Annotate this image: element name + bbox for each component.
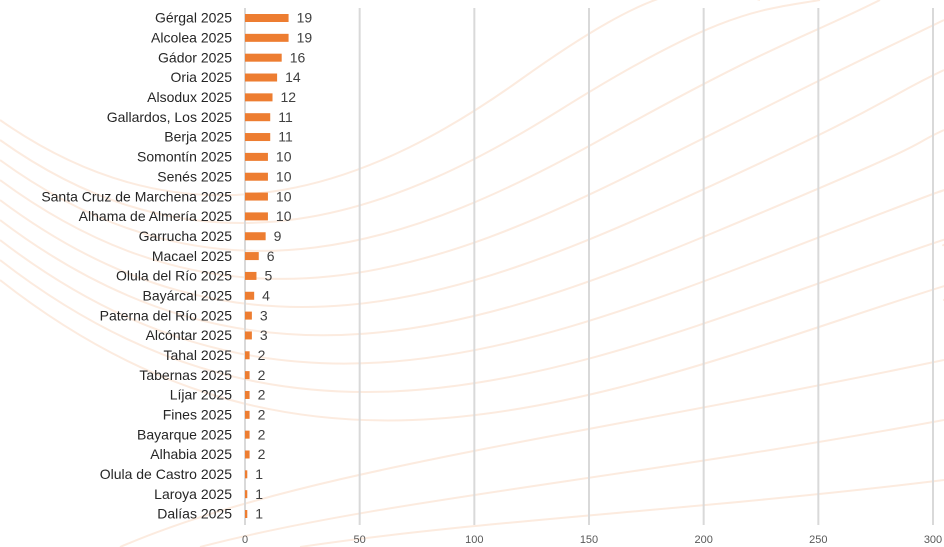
bar bbox=[245, 232, 266, 241]
y-tick-label: Alhabia 2025 bbox=[150, 446, 232, 462]
y-tick-label: Olula de Castro 2025 bbox=[100, 466, 233, 482]
y-tick-label: Santa Cruz de Marchena 2025 bbox=[41, 188, 232, 204]
data-label: 19 bbox=[297, 30, 313, 46]
x-tick-label: 150 bbox=[580, 534, 598, 546]
bar bbox=[245, 470, 248, 479]
data-label: 19 bbox=[297, 10, 313, 26]
y-tick-label: Gádor 2025 bbox=[158, 49, 232, 65]
bar bbox=[245, 351, 250, 360]
bar bbox=[245, 192, 268, 201]
bar bbox=[245, 73, 278, 82]
y-tick-label: Laroya 2025 bbox=[154, 486, 232, 502]
y-tick-label: Alsodux 2025 bbox=[147, 89, 232, 105]
bar bbox=[245, 252, 259, 261]
y-tick-label: Líjar 2025 bbox=[170, 387, 232, 403]
data-label: 2 bbox=[258, 387, 266, 403]
bar bbox=[245, 53, 282, 62]
x-tick-label: 200 bbox=[694, 534, 712, 546]
y-tick-label: Alcolea 2025 bbox=[151, 30, 232, 46]
data-label: 2 bbox=[258, 426, 266, 442]
bar bbox=[245, 113, 271, 122]
bar bbox=[245, 212, 268, 221]
bar bbox=[245, 311, 252, 320]
data-label: 10 bbox=[276, 208, 292, 224]
y-tick-label: Senés 2025 bbox=[157, 168, 232, 184]
bar bbox=[245, 331, 252, 340]
bar bbox=[245, 390, 250, 399]
bar bbox=[245, 14, 289, 22]
y-tick-label: Gallardos, Los 2025 bbox=[107, 109, 233, 125]
data-label: 1 bbox=[255, 506, 263, 522]
y-tick-label: Gérgal 2025 bbox=[155, 10, 232, 26]
y-tick-label: Oria 2025 bbox=[171, 69, 233, 85]
y-tick-label: Tahal 2025 bbox=[163, 347, 232, 363]
bar bbox=[245, 410, 250, 419]
data-label: 10 bbox=[276, 149, 292, 165]
bar bbox=[245, 291, 255, 300]
data-label: 2 bbox=[258, 347, 266, 363]
data-label: 11 bbox=[278, 109, 293, 125]
y-tick-label: Paterna del Río 2025 bbox=[100, 307, 233, 323]
y-tick-label: Tabernas 2025 bbox=[139, 367, 232, 383]
data-label: 5 bbox=[264, 268, 272, 284]
data-label: 2 bbox=[258, 407, 266, 423]
data-label: 11 bbox=[278, 129, 293, 145]
y-tick-label: Dalías 2025 bbox=[157, 506, 232, 522]
bar bbox=[245, 490, 248, 499]
data-label: 3 bbox=[260, 327, 268, 343]
y-tick-label: Somontín 2025 bbox=[137, 149, 232, 165]
data-label: 1 bbox=[255, 466, 263, 482]
data-label: 2 bbox=[258, 367, 266, 383]
x-tick-label: 0 bbox=[242, 534, 248, 546]
y-tick-label: Olula del Río 2025 bbox=[116, 268, 232, 284]
bar bbox=[245, 172, 268, 181]
data-label: 9 bbox=[274, 228, 282, 244]
y-tick-label: Macael 2025 bbox=[152, 248, 232, 264]
data-label: 10 bbox=[276, 188, 292, 204]
bar bbox=[245, 510, 248, 518]
bar bbox=[245, 133, 271, 142]
data-label: 2 bbox=[258, 446, 266, 462]
y-tick-label: Berja 2025 bbox=[164, 129, 232, 145]
y-tick-label: Fines 2025 bbox=[163, 407, 232, 423]
y-tick-label: Bayarque 2025 bbox=[137, 426, 232, 442]
data-label: 3 bbox=[260, 307, 268, 323]
data-label: 4 bbox=[262, 287, 270, 303]
y-tick-label: Alhama de Almería 2025 bbox=[79, 208, 233, 224]
bar bbox=[245, 93, 273, 102]
data-label: 6 bbox=[267, 248, 275, 264]
data-label: 14 bbox=[285, 69, 301, 85]
data-label: 12 bbox=[281, 89, 297, 105]
y-tick-label: Garrucha 2025 bbox=[139, 228, 233, 244]
bar bbox=[245, 33, 289, 42]
data-label: 16 bbox=[290, 49, 306, 65]
x-tick-label: 250 bbox=[809, 534, 827, 546]
bar bbox=[245, 271, 257, 280]
bar bbox=[245, 152, 268, 161]
data-label: 10 bbox=[276, 168, 292, 184]
y-tick-label: Bayárcal 2025 bbox=[142, 287, 232, 303]
y-tick-label: Alcóntar 2025 bbox=[146, 327, 233, 343]
x-tick-label: 300 bbox=[924, 534, 942, 546]
bar bbox=[245, 450, 250, 459]
bar bbox=[245, 430, 250, 439]
x-tick-label: 100 bbox=[465, 534, 483, 546]
x-tick-label: 50 bbox=[354, 534, 366, 546]
bar bbox=[245, 371, 250, 380]
data-label: 1 bbox=[255, 486, 263, 502]
